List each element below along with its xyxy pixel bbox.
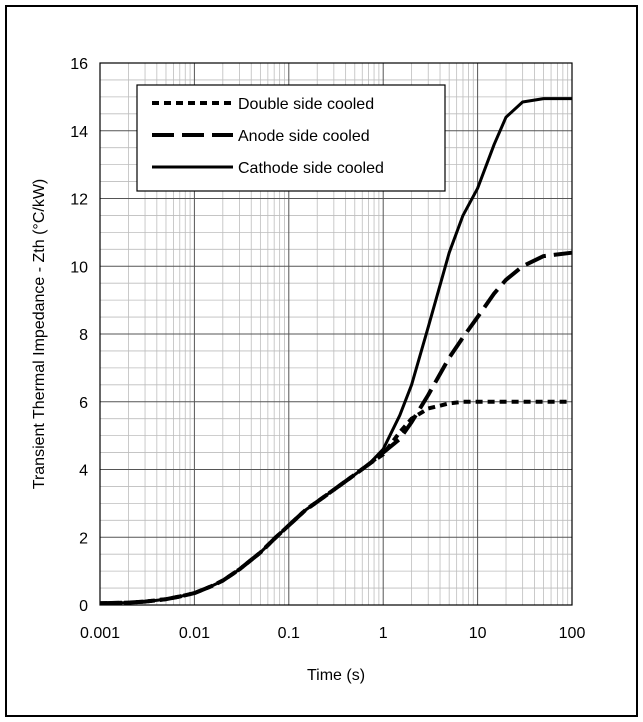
x-tick-label: 100 <box>559 625 586 642</box>
y-tick-label: 14 <box>70 124 88 141</box>
x-axis-title: Time (s) <box>307 667 365 684</box>
legend-label: Anode side cooled <box>238 128 370 145</box>
y-tick-label: 8 <box>79 327 88 344</box>
legend-label: Double side cooled <box>238 96 374 113</box>
y-tick-labels: 0 2 4 6 8 10 12 14 16 <box>70 56 88 615</box>
y-tick-label: 16 <box>70 56 88 73</box>
x-tick-label: 10 <box>469 625 487 642</box>
y-axis-title: Transient Thermal Impedance - Zth (°C/kW… <box>31 179 48 489</box>
series-line-dashed <box>99 250 573 606</box>
x-tick-labels: 0.001 0.01 0.1 1 10 100 <box>80 625 585 642</box>
x-tick-label: 0.01 <box>179 625 210 642</box>
series-layer <box>99 97 573 606</box>
y-tick-label: 6 <box>79 395 88 412</box>
x-tick-label: 0.001 <box>80 625 120 642</box>
legend-label: Cathode side cooled <box>238 160 384 177</box>
x-tick-label: 0.1 <box>278 625 300 642</box>
y-tick-label: 10 <box>70 259 88 276</box>
series-line-dotted <box>99 399 572 606</box>
y-tick-label: 12 <box>70 192 88 209</box>
legend: Double side cooled Anode side cooled Catho… <box>136 84 446 192</box>
x-tick-label: 1 <box>379 625 388 642</box>
y-tick-label: 2 <box>79 530 88 547</box>
y-tick-label: 4 <box>79 463 88 480</box>
plot-area <box>99 62 573 606</box>
y-tick-label: 0 <box>79 598 88 615</box>
